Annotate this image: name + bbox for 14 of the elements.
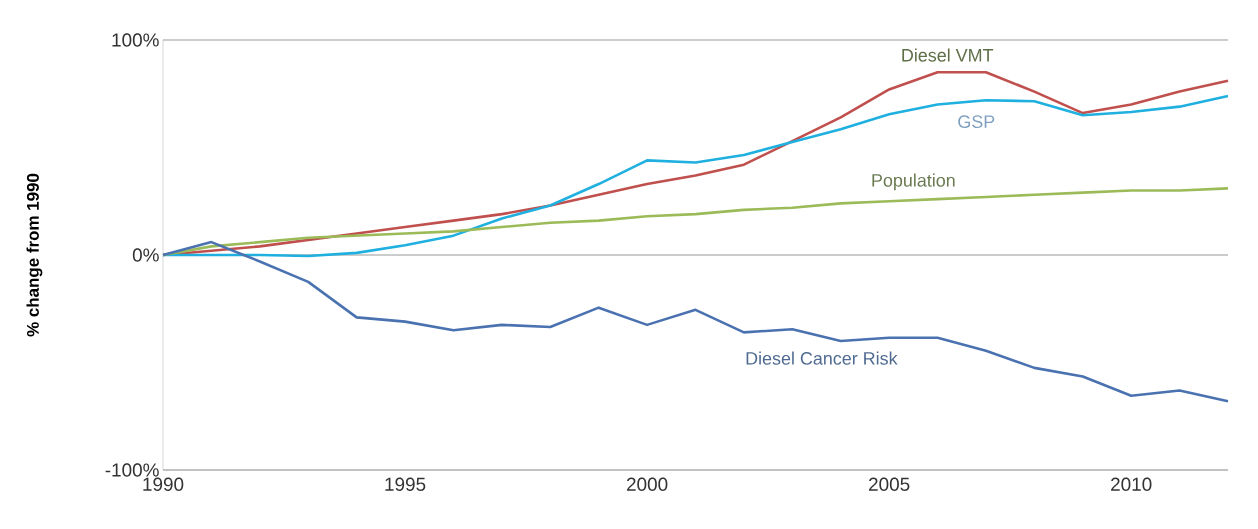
y-tick-label: -100% xyxy=(105,463,159,477)
series-label: Diesel VMT xyxy=(902,48,994,62)
x-tick-label: 2005 xyxy=(869,477,910,491)
y-tick-label: 100% xyxy=(112,33,159,47)
series-label: Population xyxy=(872,173,955,191)
y-axis-title: % change from 1990 xyxy=(26,173,43,337)
series-label: Diesel Cancer Risk xyxy=(746,351,898,365)
x-tick-label: 2010 xyxy=(1111,477,1152,491)
x-tick-label: 2000 xyxy=(626,477,668,491)
x-tick-label: 1990 xyxy=(143,477,184,491)
x-tick-label: 1995 xyxy=(385,477,426,491)
y-tick-label: 0% xyxy=(132,248,159,262)
series-label: GSP xyxy=(958,115,995,129)
line-series xyxy=(161,240,1230,403)
